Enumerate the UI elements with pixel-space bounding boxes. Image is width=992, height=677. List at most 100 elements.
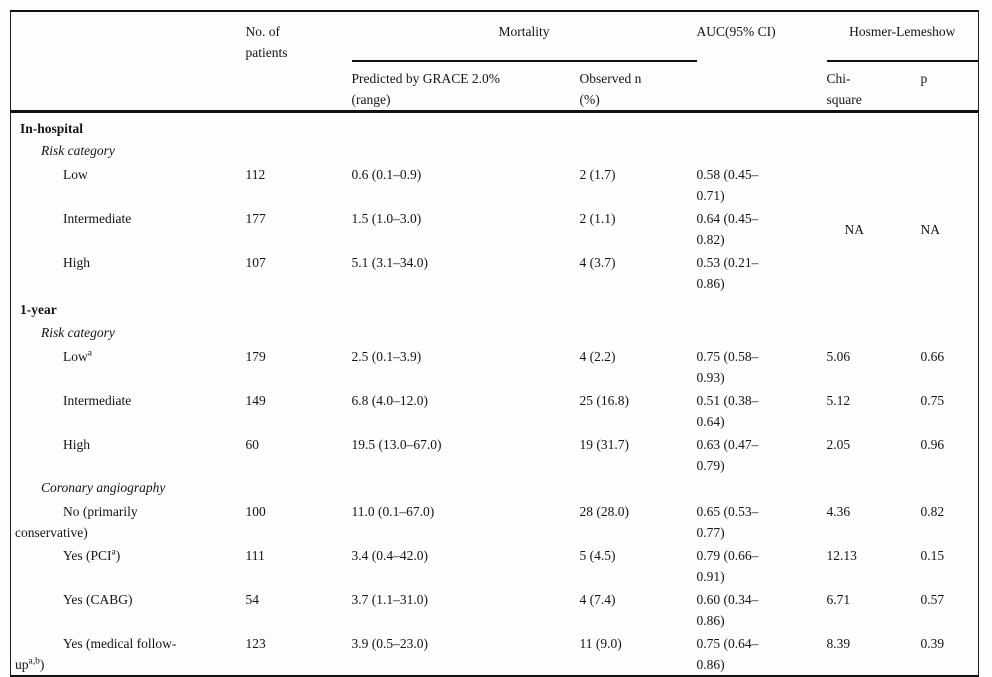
- section-label: 1-year: [20, 302, 57, 317]
- cell-no-of-patients: 107: [245, 255, 266, 270]
- cell-auc: 0.75 (0.58– 0.93): [696, 349, 759, 385]
- cell-label: No (primarily conservative): [15, 504, 138, 540]
- cell-auc: 0.65 (0.53– 0.77): [696, 504, 759, 540]
- row-section-in-hospital: In-hospital: [11, 112, 979, 140]
- row-group-coronary-angiography: Coronary angiography: [11, 476, 979, 499]
- cell-chi-square: 6.71: [826, 592, 851, 607]
- cell-p-value: 0.66: [920, 349, 945, 364]
- col-header-p: p: [920, 71, 928, 86]
- cell-no-of-patients: 60: [245, 437, 260, 452]
- row-angio-yes-cabg: Yes (CABG) 54 3.7 (1.1–31.0) 4 (7.4) 0.6…: [11, 587, 979, 631]
- cell-p-value: NA: [920, 221, 941, 237]
- cell-no-of-patients: 177: [245, 211, 266, 226]
- cell-chi-square: 12.13: [826, 548, 857, 563]
- row-1year-high: High 60 19.5 (13.0–67.0) 19 (31.7) 0.63 …: [11, 432, 979, 476]
- cell-predicted-mortality: 3.9 (0.5–23.0): [351, 636, 429, 651]
- row-1year-intermediate: Intermediate 149 6.8 (4.0–12.0) 25 (16.8…: [11, 388, 979, 432]
- cell-p-value: 0.15: [920, 548, 945, 563]
- header-row-subcolumns: Predicted by GRACE 2.0% (range) Observed…: [11, 61, 979, 112]
- cell-observed-mortality: 5 (4.5): [579, 548, 616, 563]
- cell-auc: 0.51 (0.38– 0.64): [696, 393, 759, 429]
- cell-observed-mortality: 2 (1.7): [579, 167, 616, 182]
- cell-label: Low: [63, 167, 88, 182]
- col-header-observed: Observed n (%): [579, 71, 642, 107]
- cell-observed-mortality: 11 (9.0): [579, 636, 622, 651]
- cell-p-value: 0.96: [920, 437, 945, 452]
- cell-observed-mortality: 4 (3.7): [579, 255, 616, 270]
- col-header-predicted: Predicted by GRACE 2.0% (range): [351, 71, 500, 107]
- cell-observed-mortality: 4 (7.4): [579, 592, 616, 607]
- col-group-hosmer-lemeshow: Hosmer-Lemeshow: [826, 11, 979, 62]
- cell-p-value: 0.82: [920, 504, 945, 519]
- cell-auc: 0.58 (0.45– 0.71): [696, 167, 759, 203]
- grace-validation-table: No. of patients Mortality AUC(95% CI) Ho…: [10, 10, 980, 677]
- cell-chi-square: NA: [844, 221, 865, 237]
- cell-predicted-mortality: 2.5 (0.1–3.9): [351, 349, 422, 364]
- header-row-groups: No. of patients Mortality AUC(95% CI) Ho…: [11, 11, 979, 62]
- cell-predicted-mortality: 5.1 (3.1–34.0): [351, 255, 429, 270]
- cell-label: High: [63, 437, 90, 452]
- col-group-mortality: Mortality: [351, 11, 697, 62]
- cell-auc: 0.75 (0.64– 0.86): [696, 636, 759, 672]
- col-header-auc: AUC(95% CI): [696, 24, 776, 39]
- group-label: Risk category: [41, 143, 115, 158]
- row-1year-low: Lowa 179 2.5 (0.1–3.9) 4 (2.2) 0.75 (0.5…: [11, 344, 979, 388]
- cell-chi-square: 8.39: [826, 636, 851, 651]
- cell-label: High: [63, 255, 90, 270]
- table-body: In-hospital Risk category Low 112 0.6 (0…: [11, 112, 979, 677]
- cell-chi-square: 5.06: [826, 349, 851, 364]
- table-header: No. of patients Mortality AUC(95% CI) Ho…: [10, 11, 979, 112]
- cell-label: Lowa: [63, 348, 92, 364]
- cell-predicted-mortality: 3.7 (1.1–31.0): [351, 592, 429, 607]
- cell-predicted-mortality: 3.4 (0.4–42.0): [351, 548, 429, 563]
- cell-no-of-patients: 100: [245, 504, 266, 519]
- cell-label: Yes (medical follow-upa,b): [15, 636, 177, 672]
- cell-chi-square: 5.12: [826, 393, 851, 408]
- row-group-risk-category: Risk category: [11, 321, 979, 344]
- cell-chi-square: 4.36: [826, 504, 851, 519]
- row-angio-yes-medical-followup: Yes (medical follow-upa,b) 123 3.9 (0.5–…: [11, 631, 979, 676]
- cell-auc: 0.64 (0.45– 0.82): [696, 211, 759, 247]
- cell-label: Yes (PCIa): [63, 547, 121, 563]
- cell-auc: 0.53 (0.21– 0.86): [696, 255, 759, 291]
- cell-no-of-patients: 111: [245, 548, 265, 563]
- row-angio-yes-pci: Yes (PCIa) 111 3.4 (0.4–42.0) 5 (4.5) 0.…: [11, 543, 979, 587]
- cell-predicted-mortality: 11.0 (0.1–67.0): [351, 504, 435, 519]
- cell-auc: 0.60 (0.34– 0.86): [696, 592, 759, 628]
- row-inhospital-intermediate: Intermediate 177 1.5 (1.0–3.0) 2 (1.1) 0…: [11, 206, 979, 250]
- header-empty-corner: [11, 11, 246, 112]
- cell-no-of-patients: 149: [245, 393, 266, 408]
- group-label: Coronary angiography: [41, 480, 166, 495]
- section-label: In-hospital: [20, 121, 84, 136]
- cell-label: Intermediate: [63, 211, 132, 226]
- cell-auc: 0.79 (0.66– 0.91): [696, 548, 759, 584]
- col-header-no-of-patients: No. of patients: [245, 24, 288, 60]
- cell-p-value: 0.57: [920, 592, 945, 607]
- cell-observed-mortality: 2 (1.1): [579, 211, 616, 226]
- row-section-1-year: 1-year: [11, 294, 979, 321]
- cell-auc: 0.63 (0.47– 0.79): [696, 437, 759, 473]
- cell-p-value: 0.75: [920, 393, 945, 408]
- cell-predicted-mortality: 0.6 (0.1–0.9): [351, 167, 422, 182]
- cell-predicted-mortality: 6.8 (4.0–12.0): [351, 393, 429, 408]
- cell-label: Intermediate: [63, 393, 132, 408]
- group-label: Risk category: [41, 325, 115, 340]
- cell-label: Yes (CABG): [63, 592, 133, 607]
- cell-observed-mortality: 25 (16.8): [579, 393, 630, 408]
- row-group-risk-category: Risk category: [11, 139, 979, 162]
- cell-observed-mortality: 4 (2.2): [579, 349, 616, 364]
- row-inhospital-low: Low 112 0.6 (0.1–0.9) 2 (1.7) 0.58 (0.45…: [11, 162, 979, 237]
- cell-p-value: 0.39: [920, 636, 945, 651]
- cell-no-of-patients: 54: [245, 592, 260, 607]
- col-header-chi-square: Chi- square: [826, 71, 862, 107]
- cell-chi-square: 2.05: [826, 437, 851, 452]
- cell-no-of-patients: 112: [245, 167, 266, 182]
- cell-observed-mortality: 19 (31.7): [579, 437, 630, 452]
- cell-observed-mortality: 28 (28.0): [579, 504, 630, 519]
- cell-no-of-patients: 179: [245, 349, 266, 364]
- row-angio-no-conservative: No (primarily conservative) 100 11.0 (0.1…: [11, 499, 979, 543]
- cell-predicted-mortality: 19.5 (13.0–67.0): [351, 437, 442, 452]
- cell-no-of-patients: 123: [245, 636, 266, 651]
- row-inhospital-high: High 107 5.1 (3.1–34.0) 4 (3.7) 0.53 (0.…: [11, 250, 979, 294]
